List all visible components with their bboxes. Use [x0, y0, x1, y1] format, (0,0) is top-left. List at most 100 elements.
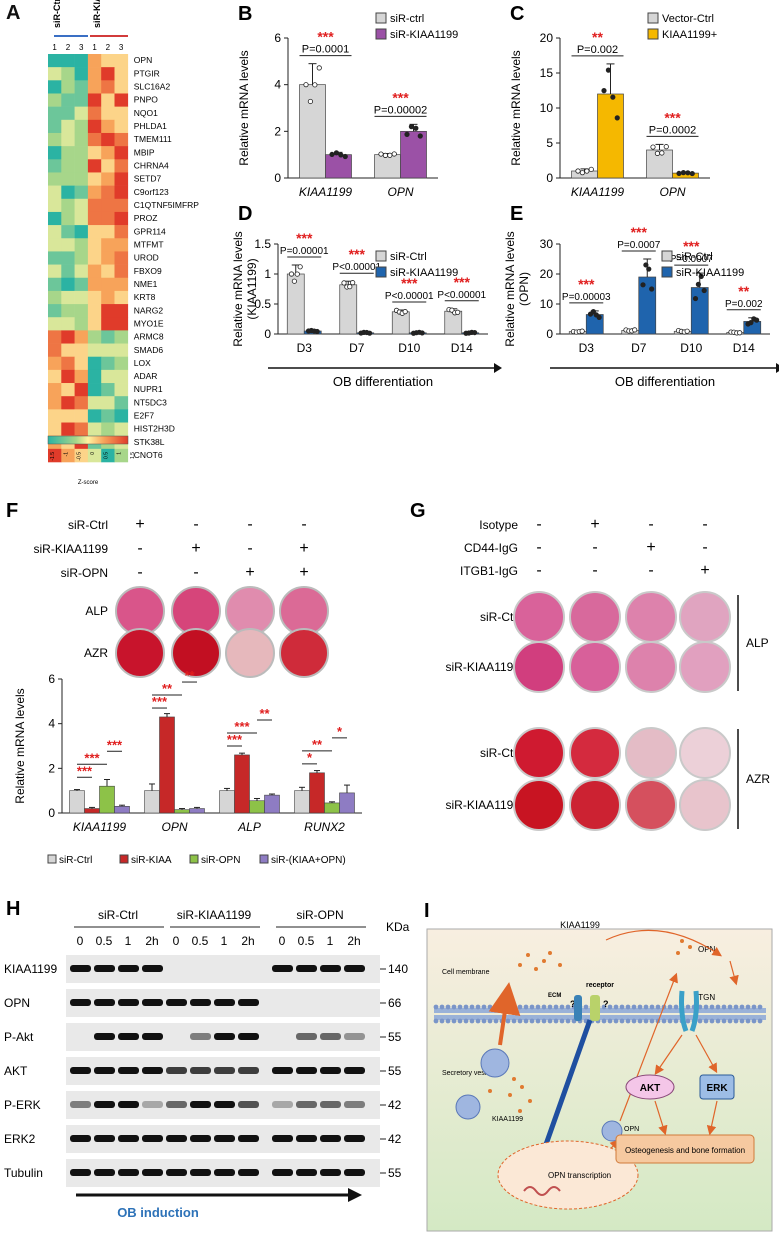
heatmap-cell: [48, 67, 62, 81]
lipid-head: [685, 1004, 691, 1010]
p-value-label: P=0.00003: [562, 292, 611, 303]
blot-band: [344, 1135, 365, 1142]
gene-label: PNPO: [134, 95, 158, 105]
lipid-head: [625, 1018, 631, 1024]
heatmap-cell: [74, 343, 89, 358]
heatmap-cell: [101, 225, 115, 239]
time-label: 0.5: [192, 934, 209, 948]
molecule-dot: [518, 963, 522, 967]
heatmap-cell: [87, 251, 102, 265]
heatmap-cell: [87, 264, 102, 279]
nucleus: [497, 1140, 639, 1210]
heatmap-cell: [48, 132, 62, 147]
heatmap-cell: [48, 146, 62, 160]
blot-band: [142, 1135, 163, 1142]
data-point: [316, 65, 322, 71]
data-point: [408, 124, 415, 130]
heatmap-cell: [114, 106, 129, 121]
blot-band: [344, 1033, 365, 1040]
x-tick-label: D10: [680, 341, 702, 355]
molecule-dot: [488, 1089, 492, 1093]
blot-band: [272, 1169, 293, 1176]
heatmap-cell: [87, 330, 102, 344]
x-tick-label: D10: [398, 341, 420, 355]
legend-swatch: [189, 854, 199, 864]
heatmap-cell: [87, 422, 102, 436]
bar: [84, 808, 100, 814]
blot-band: [214, 999, 235, 1006]
lipid-head: [487, 1004, 493, 1010]
bar: [249, 800, 265, 814]
treatment-sign: -: [536, 562, 541, 579]
lipid-head: [715, 1018, 721, 1024]
condition-sign: -: [247, 516, 252, 533]
legend-swatch: [375, 12, 387, 24]
heatmap-cell: [87, 409, 102, 423]
heatmap-cell: [74, 290, 89, 305]
time-label: 0: [279, 934, 286, 948]
heatmap-cell: [74, 54, 89, 68]
blot-band: [94, 1169, 115, 1176]
heatmap-cell: [61, 172, 75, 186]
y-axis-label: Relative mRNA levels: [13, 688, 27, 803]
significance-stars: **: [184, 668, 195, 683]
gene-label: KRT8: [134, 292, 156, 302]
heatmap-cell: [101, 448, 115, 463]
heatmap-cell: [48, 172, 62, 186]
data-point: [754, 317, 760, 323]
heatmap-cell: [87, 106, 102, 121]
gene-label: CHRNA4: [134, 161, 169, 171]
y-tick-label: 10: [540, 297, 554, 311]
legend-label: siR-ctrl: [390, 13, 424, 25]
heatmap-cell: [87, 67, 102, 81]
heatmap-cell: [101, 132, 115, 147]
blot-band: [296, 1169, 317, 1176]
condition-label: siR-Ctrl: [68, 518, 108, 532]
gene-label: MYO1E: [134, 318, 164, 328]
data-point: [596, 314, 602, 320]
erk-label: ERK: [706, 1083, 728, 1094]
lipid-head: [673, 1018, 679, 1024]
lipid-head: [559, 1018, 565, 1024]
lipid-head: [457, 1004, 463, 1010]
heatmap-cell: [114, 172, 129, 186]
lipid-head: [709, 1004, 715, 1010]
stain-well: [171, 586, 221, 636]
heatmap-cell: [61, 132, 75, 147]
gene-label: PTGIR: [134, 68, 160, 78]
heatmap-cell: [48, 422, 62, 436]
lipid-head: [613, 1004, 619, 1010]
heatmap-cell: [74, 369, 89, 384]
significance-stars: **: [592, 29, 603, 45]
heatmap-cell: [48, 251, 62, 265]
lipid-head: [625, 1004, 631, 1010]
stain-well: [569, 591, 621, 643]
lipid-head: [619, 1004, 625, 1010]
heatmap-cell: [114, 396, 129, 410]
x-tick-label: OPN: [161, 820, 187, 834]
legend-label: Vector-Ctrl: [662, 13, 714, 25]
kda-size-label: 55: [388, 1030, 402, 1044]
gene-label: E2F7: [134, 411, 155, 421]
heatmap-cell: [74, 106, 89, 121]
data-point: [748, 320, 754, 326]
heatmap-cell: [87, 225, 102, 239]
significance-stars: ***: [107, 737, 123, 752]
gene-label: FBXO9: [134, 266, 162, 276]
x-tick-label: KIAA1199: [73, 820, 126, 834]
lipid-head: [643, 1004, 649, 1010]
kda-label: KDa: [386, 920, 410, 934]
x-tick-label: ALP: [237, 820, 261, 834]
heatmap-cell: [48, 80, 62, 94]
heatmap-cell: [101, 106, 115, 121]
legend-label: siR-KIAA1199: [390, 29, 458, 41]
bar: [299, 84, 326, 179]
p-value-label: P=0.00001: [280, 246, 329, 257]
heatmap-cell: [87, 211, 102, 226]
time-label: 0.5: [298, 934, 315, 948]
gene-label: MTFMT: [134, 239, 164, 249]
heatmap-cell: [101, 304, 115, 318]
significance-stars: **: [312, 737, 323, 752]
